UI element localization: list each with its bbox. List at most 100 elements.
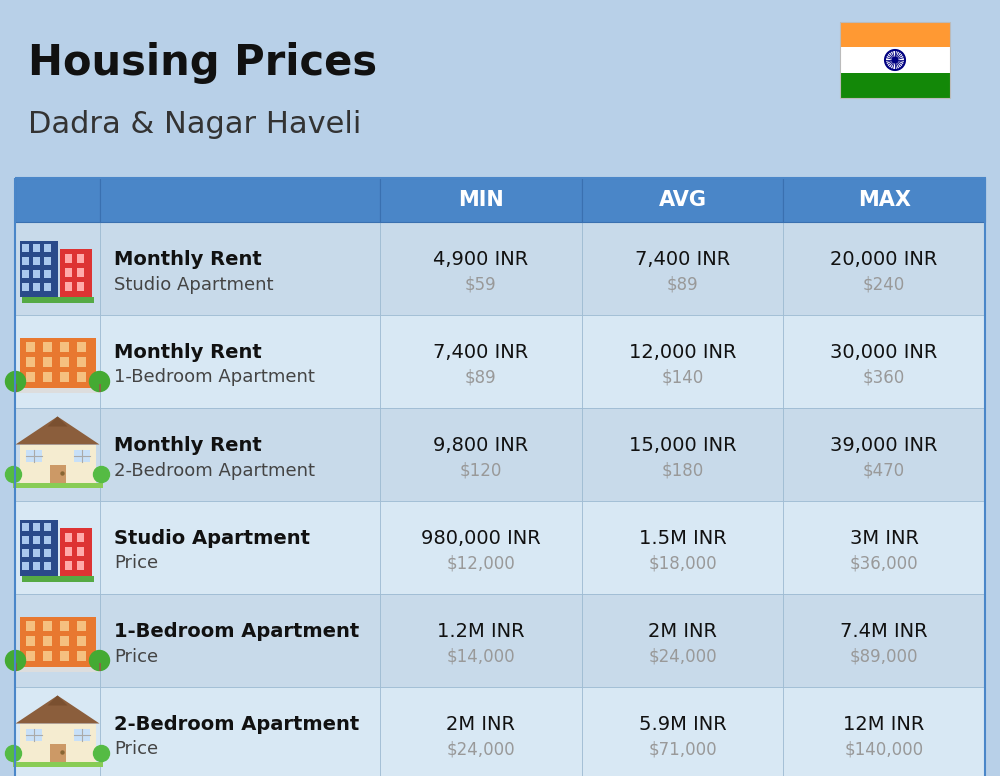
Text: 2M INR: 2M INR <box>446 715 515 734</box>
Circle shape <box>6 372 26 392</box>
Bar <box>14 663 16 670</box>
Bar <box>582 222 783 315</box>
Bar <box>15 222 100 315</box>
Bar <box>380 594 582 687</box>
Bar <box>22 522 28 531</box>
Text: 30,000 INR: 30,000 INR <box>830 343 938 362</box>
Bar <box>582 594 783 687</box>
Text: AVG: AVG <box>658 190 706 210</box>
Bar <box>22 269 28 278</box>
Text: $360: $360 <box>863 369 905 386</box>
Bar <box>783 222 985 315</box>
Bar <box>64 282 72 290</box>
Bar <box>42 636 52 646</box>
Bar <box>32 535 40 543</box>
Text: 1-Bedroom Apartment: 1-Bedroom Apartment <box>114 622 359 641</box>
Text: 15,000 INR: 15,000 INR <box>629 436 736 455</box>
Text: Monthly Rent: Monthly Rent <box>114 343 262 362</box>
Bar <box>26 356 34 366</box>
Bar <box>22 282 28 290</box>
Polygon shape <box>48 695 68 705</box>
Text: $24,000: $24,000 <box>648 647 717 666</box>
Bar <box>783 178 985 222</box>
Text: Price: Price <box>114 740 158 758</box>
Text: 7,400 INR: 7,400 INR <box>433 343 528 362</box>
Bar <box>76 560 84 570</box>
Bar <box>26 621 34 630</box>
Bar <box>44 282 50 290</box>
Bar <box>44 522 50 531</box>
Bar <box>26 372 34 382</box>
Bar <box>22 244 28 251</box>
Bar <box>42 372 52 382</box>
Bar <box>32 269 40 278</box>
Bar <box>98 383 100 392</box>
Text: $89: $89 <box>465 369 497 386</box>
Bar <box>26 341 34 352</box>
Polygon shape <box>16 695 100 723</box>
Bar <box>380 687 582 776</box>
Text: Dadra & Nagar Haveli: Dadra & Nagar Haveli <box>28 110 361 139</box>
Text: 4,900 INR: 4,900 INR <box>433 250 528 269</box>
Bar <box>64 254 72 262</box>
Circle shape <box>90 372 110 392</box>
Bar <box>76 268 84 276</box>
Text: 12M INR: 12M INR <box>843 715 925 734</box>
Bar <box>15 178 985 776</box>
Bar <box>32 244 40 251</box>
Text: Studio Apartment: Studio Apartment <box>114 275 274 293</box>
Bar <box>22 257 28 265</box>
Bar <box>100 178 380 222</box>
Bar <box>783 408 985 501</box>
Bar <box>20 338 96 387</box>
Bar <box>380 178 582 222</box>
Bar <box>60 356 68 366</box>
Bar <box>840 73 950 98</box>
Text: 1-Bedroom Apartment: 1-Bedroom Apartment <box>114 369 315 386</box>
Bar <box>64 546 72 556</box>
Bar <box>380 222 582 315</box>
Text: 5.9M INR: 5.9M INR <box>639 715 726 734</box>
Bar <box>64 560 72 570</box>
Bar <box>15 408 100 501</box>
Bar <box>76 546 84 556</box>
Bar <box>60 621 68 630</box>
Text: $140: $140 <box>661 369 704 386</box>
Bar <box>20 723 96 761</box>
Bar <box>76 254 84 262</box>
Circle shape <box>6 650 26 670</box>
Bar <box>100 594 380 687</box>
Bar <box>60 650 68 660</box>
Bar <box>20 445 96 483</box>
Bar <box>783 501 985 594</box>
Bar <box>15 594 100 687</box>
Bar <box>60 372 68 382</box>
Bar <box>783 687 985 776</box>
Bar <box>32 562 40 570</box>
Bar <box>60 528 92 576</box>
Bar <box>100 687 380 776</box>
Bar <box>44 244 50 251</box>
Text: $89,000: $89,000 <box>850 647 918 666</box>
Text: $18,000: $18,000 <box>648 555 717 573</box>
Text: $240: $240 <box>863 275 905 293</box>
Text: $24,000: $24,000 <box>447 740 515 758</box>
Text: Price: Price <box>114 555 158 573</box>
Text: MAX: MAX <box>858 190 911 210</box>
Text: Monthly Rent: Monthly Rent <box>114 436 262 455</box>
Text: $12,000: $12,000 <box>446 555 515 573</box>
Bar <box>42 650 52 660</box>
Text: 39,000 INR: 39,000 INR <box>830 436 938 455</box>
Text: $180: $180 <box>661 462 704 480</box>
Bar <box>582 687 783 776</box>
Text: $140,000: $140,000 <box>845 740 924 758</box>
Bar <box>44 549 50 556</box>
Bar <box>32 522 40 531</box>
Bar <box>64 268 72 276</box>
Bar <box>100 501 380 594</box>
Bar <box>16 667 100 671</box>
Polygon shape <box>48 417 68 427</box>
Bar <box>26 650 34 660</box>
Bar <box>44 535 50 543</box>
Bar <box>32 549 40 556</box>
